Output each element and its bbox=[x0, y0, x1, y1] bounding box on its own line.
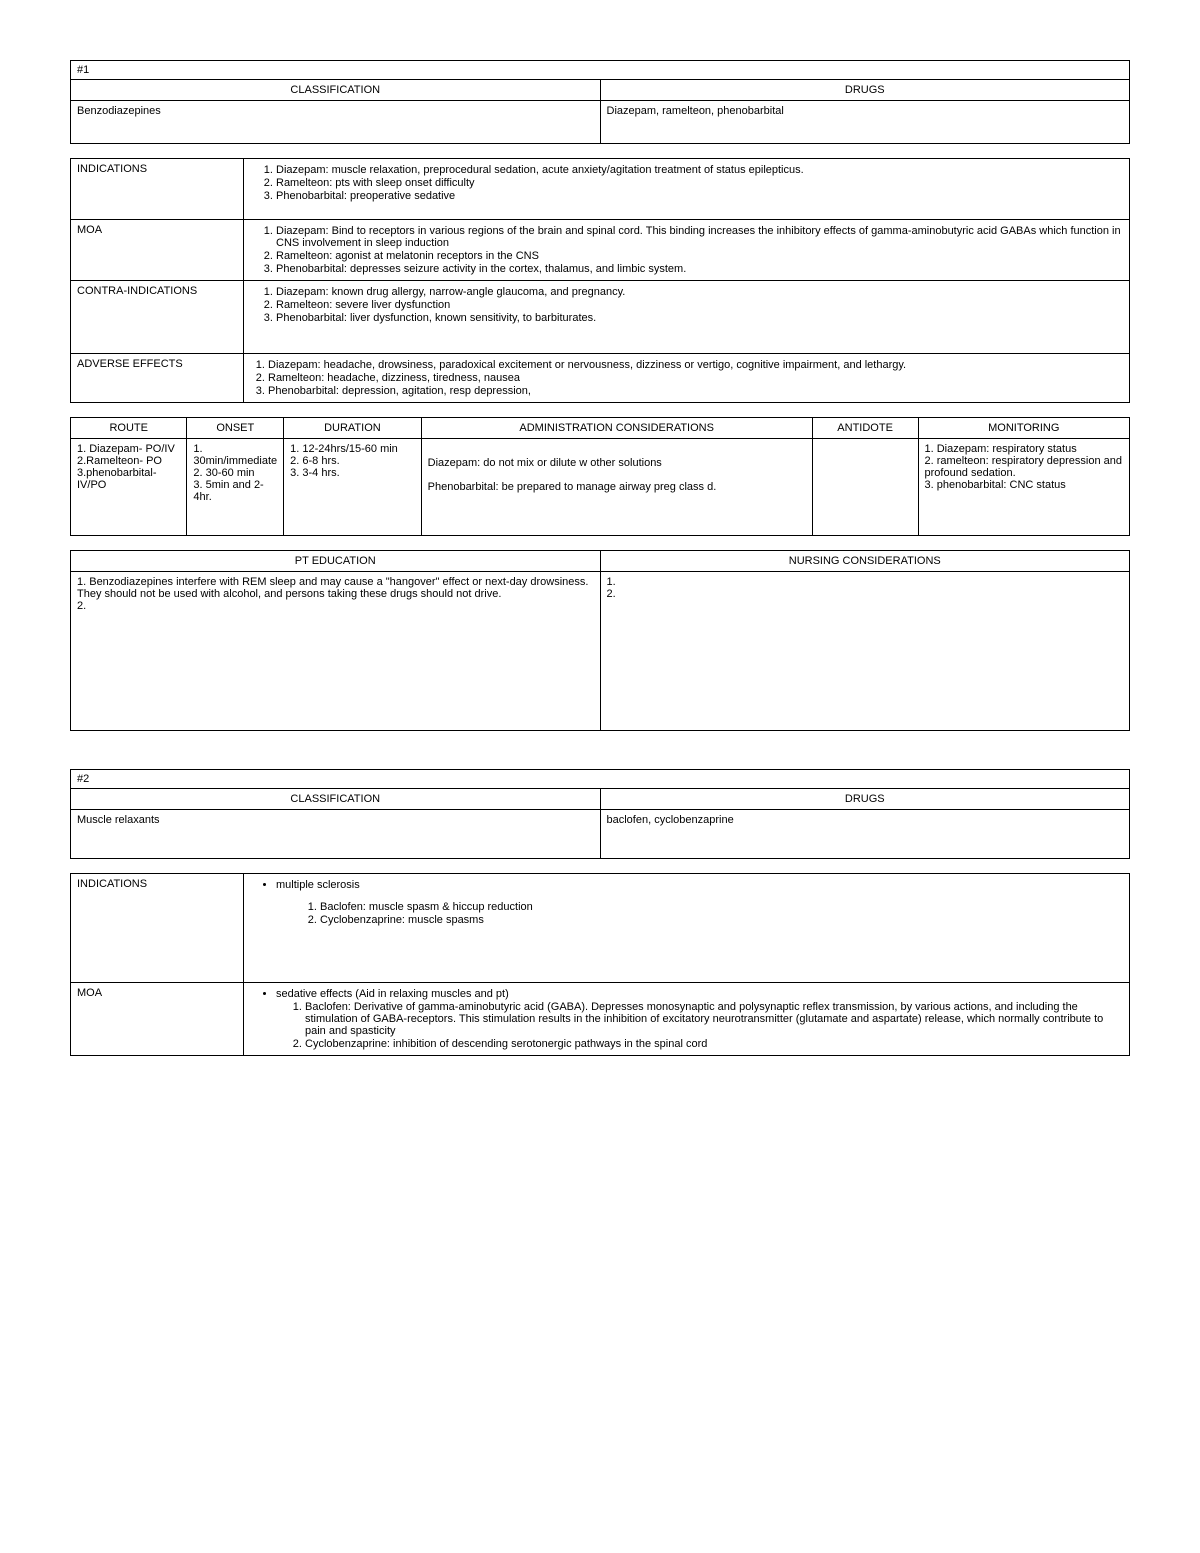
admin-header: ADMINISTRATION CONSIDERATIONS bbox=[421, 418, 812, 439]
duration-header: DURATION bbox=[284, 418, 421, 439]
contra-label: CONTRA-INDICATIONS bbox=[71, 281, 244, 354]
list-item: Baclofen: Derivative of gamma-aminobutyr… bbox=[305, 1001, 1123, 1037]
card2-header-table: #2 CLASSIFICATION DRUGS Muscle relaxants… bbox=[70, 769, 1130, 859]
indications-label: INDICATIONS bbox=[71, 874, 244, 983]
drugs-header: DRUGS bbox=[600, 80, 1130, 101]
route-header: ROUTE bbox=[71, 418, 187, 439]
pt-education-value: 1. Benzodiazepines interfere with REM sl… bbox=[71, 572, 601, 731]
list-item: Baclofen: muscle spasm & hiccup reductio… bbox=[320, 901, 1123, 913]
list-item: multiple sclerosis bbox=[276, 879, 1123, 891]
indications-content: multiple sclerosis Baclofen: muscle spas… bbox=[244, 874, 1130, 983]
classification-value: Benzodiazepines bbox=[71, 101, 601, 144]
monitoring-value: 1. Diazepam: respiratory status 2. ramel… bbox=[918, 439, 1130, 536]
route-value: 1. Diazepam- PO/IV 2.Ramelteon- PO 3.phe… bbox=[71, 439, 187, 536]
moa-label: MOA bbox=[71, 220, 244, 281]
onset-value: 1. 30min/immediate 2. 30-60 min 3. 5min … bbox=[187, 439, 284, 536]
monitoring-header: MONITORING bbox=[918, 418, 1130, 439]
list-item: Cyclobenzaprine: muscle spasms bbox=[320, 914, 1123, 926]
card1-header-table: #1 CLASSIFICATION DRUGS Benzodiazepines … bbox=[70, 60, 1130, 144]
adverse-content: Diazepam: headache, drowsiness, paradoxi… bbox=[244, 354, 1130, 403]
pt-education-header: PT EDUCATION bbox=[71, 551, 601, 572]
antidote-value bbox=[812, 439, 918, 536]
list-item: Phenobarbital: preoperative sedative bbox=[276, 190, 1123, 202]
indications-label: INDICATIONS bbox=[71, 159, 244, 220]
list-item: Phenobarbital: depression, agitation, re… bbox=[268, 385, 1123, 397]
moa-content: sedative effects (Aid in relaxing muscle… bbox=[244, 983, 1130, 1056]
onset-header: ONSET bbox=[187, 418, 284, 439]
list-item: Phenobarbital: depresses seizure activit… bbox=[276, 263, 1123, 275]
moa-content: Diazepam: Bind to receptors in various r… bbox=[244, 220, 1130, 281]
drugs-value: baclofen, cyclobenzaprine bbox=[600, 810, 1130, 859]
list-item: Ramelteon: headache, dizziness, tirednes… bbox=[268, 372, 1123, 384]
list-item: Diazepam: muscle relaxation, preprocedur… bbox=[276, 164, 1123, 176]
card1-roadam-table: ROUTE ONSET DURATION ADMINISTRATION CONS… bbox=[70, 417, 1130, 536]
card1-ptnurse-table: PT EDUCATION NURSING CONSIDERATIONS 1. B… bbox=[70, 550, 1130, 731]
moa-label: MOA bbox=[71, 983, 244, 1056]
list-item: Ramelteon: pts with sleep onset difficul… bbox=[276, 177, 1123, 189]
drugs-value: Diazepam, ramelteon, phenobarbital bbox=[600, 101, 1130, 144]
list-item: Ramelteon: severe liver dysfunction bbox=[276, 299, 1123, 311]
nursing-considerations-value: 1. 2. bbox=[600, 572, 1130, 731]
list-item: Ramelteon: agonist at melatonin receptor… bbox=[276, 250, 1123, 262]
classification-value: Muscle relaxants bbox=[71, 810, 601, 859]
list-item: Diazepam: known drug allergy, narrow-ang… bbox=[276, 286, 1123, 298]
classification-header: CLASSIFICATION bbox=[71, 80, 601, 101]
drugs-header: DRUGS bbox=[600, 789, 1130, 810]
list-item: sedative effects (Aid in relaxing muscle… bbox=[276, 988, 1123, 1000]
classification-header: CLASSIFICATION bbox=[71, 789, 601, 810]
adverse-label: ADVERSE EFFECTS bbox=[71, 354, 244, 403]
contra-content: Diazepam: known drug allergy, narrow-ang… bbox=[244, 281, 1130, 354]
duration-value: 1. 12-24hrs/15-60 min 2. 6-8 hrs. 3. 3-4… bbox=[284, 439, 421, 536]
card-number: #1 bbox=[71, 61, 1130, 80]
indications-content: Diazepam: muscle relaxation, preprocedur… bbox=[244, 159, 1130, 220]
list-item: Diazepam: headache, drowsiness, paradoxi… bbox=[268, 359, 1123, 371]
admin-value: Diazepam: do not mix or dilute w other s… bbox=[421, 439, 812, 536]
list-item: Cyclobenzaprine: inhibition of descendin… bbox=[305, 1038, 1123, 1050]
card2-sections-table: INDICATIONS multiple sclerosis Baclofen:… bbox=[70, 873, 1130, 1056]
antidote-header: ANTIDOTE bbox=[812, 418, 918, 439]
nursing-considerations-header: NURSING CONSIDERATIONS bbox=[600, 551, 1130, 572]
list-item: Diazepam: Bind to receptors in various r… bbox=[276, 225, 1123, 249]
list-item: Phenobarbital: liver dysfunction, known … bbox=[276, 312, 1123, 324]
card1-sections-table: INDICATIONS Diazepam: muscle relaxation,… bbox=[70, 158, 1130, 403]
card-number: #2 bbox=[71, 770, 1130, 789]
